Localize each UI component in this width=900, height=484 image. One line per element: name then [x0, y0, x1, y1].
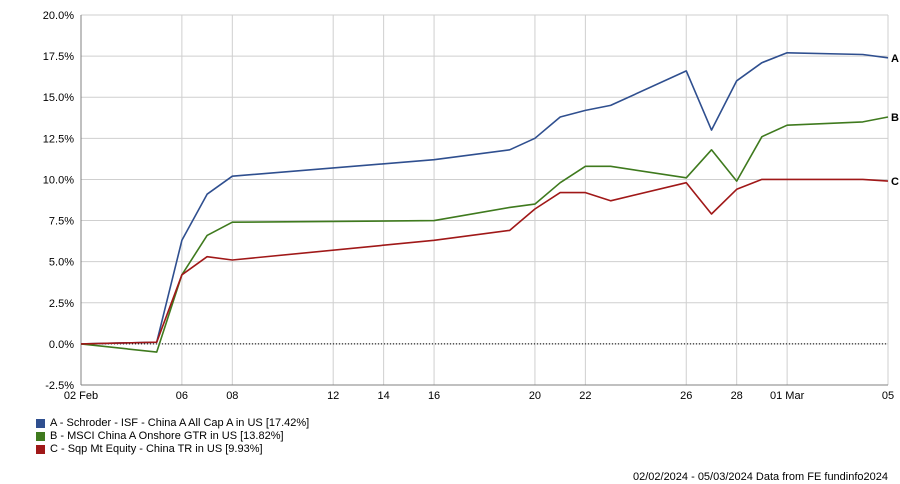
legend-label-a: A - Schroder - ISF - China A All Cap A i…	[50, 417, 310, 429]
y-tick-label: 7.5%	[49, 216, 74, 228]
y-tick-label: 12.5%	[43, 133, 74, 145]
legend-item-a: A - Schroder - ISF - China A All Cap A i…	[36, 417, 309, 430]
x-tick-label: 16	[428, 390, 440, 402]
y-tick-label: 17.5%	[43, 51, 74, 63]
legend-swatch-a	[36, 419, 45, 428]
legend-swatch-c	[36, 445, 45, 454]
x-tick-label: 14	[378, 390, 390, 402]
legend-item-c: C - Sqp Mt Equity - China TR in US [9.93…	[36, 443, 309, 456]
x-tick-label: 26	[680, 390, 692, 402]
y-tick-label: -2.5%	[45, 380, 74, 392]
x-tick-label: 12	[327, 390, 339, 402]
y-tick-label: 10.0%	[43, 174, 74, 186]
x-tick-label: 01 Mar	[770, 390, 805, 402]
line-chart: -2.5% 0.0% 2.5% 5.0% 7.5% 10.0% 12.5% 15.0% 17.5…	[43, 10, 899, 402]
series-end-labels: A B C	[891, 53, 899, 188]
y-tick-label: 20.0%	[43, 10, 74, 22]
legend-swatch-b	[36, 432, 45, 441]
y-tick-label: 15.0%	[43, 92, 74, 104]
x-tick-label: 06	[176, 390, 188, 402]
series-line-c	[80, 178, 889, 345]
legend-label-b: B - MSCI China A Onshore GTR in US [13.8…	[50, 430, 284, 442]
x-tick-label: 28	[731, 390, 743, 402]
x-tick-labels: 02 Feb 06 08 12 14 16 20 22 26 28 01 Mar 05	[64, 390, 894, 402]
x-tick-label: 08	[226, 390, 238, 402]
y-tick-label: 0.0%	[49, 339, 74, 351]
x-tick-label: 20	[529, 390, 541, 402]
series-lines	[80, 51, 889, 353]
data-source-footer: 02/02/2024 - 05/03/2024 Data from FE fun…	[632, 471, 888, 483]
x-tick-label: 22	[579, 390, 591, 402]
plot-frame	[80, 15, 888, 386]
series-end-label-c: C	[891, 176, 899, 188]
y-tick-labels: -2.5% 0.0% 2.5% 5.0% 7.5% 10.0% 12.5% 15.0% 17.5…	[43, 10, 74, 392]
series-end-label-a: A	[891, 53, 899, 65]
legend-label-c: C - Sqp Mt Equity - China TR in US [9.93…	[50, 443, 263, 455]
y-tick-label: 5.0%	[49, 257, 74, 269]
series-end-label-b: B	[891, 112, 899, 124]
gridlines	[80, 14, 889, 386]
legend: A - Schroder - ISF - China A All Cap A i…	[36, 417, 309, 456]
x-tick-label: 02 Feb	[64, 390, 98, 402]
series-line-b	[80, 116, 889, 353]
series-line-a	[80, 51, 889, 345]
x-tick-label: 05	[882, 390, 894, 402]
legend-item-b: B - MSCI China A Onshore GTR in US [13.8…	[36, 430, 309, 443]
y-tick-label: 2.5%	[49, 298, 74, 310]
